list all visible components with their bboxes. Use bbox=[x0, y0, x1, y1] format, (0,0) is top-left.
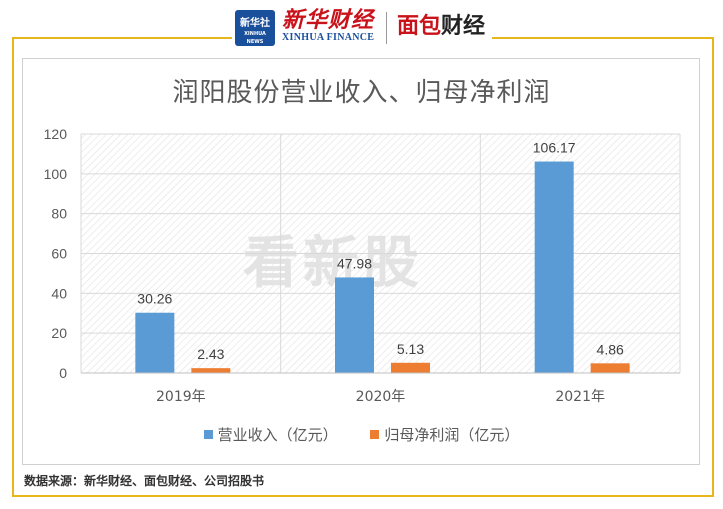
frame-top-right bbox=[492, 37, 714, 39]
y-tick-label-120: 120 bbox=[44, 126, 68, 142]
data-label-series1-1: 5.13 bbox=[397, 341, 424, 357]
logo-divider bbox=[386, 12, 387, 44]
x-category-label-2: 2021年 bbox=[555, 389, 605, 405]
data-label-series1-2: 4.86 bbox=[597, 341, 624, 357]
frame-left bbox=[12, 37, 14, 497]
y-tick-label-40: 40 bbox=[51, 285, 67, 301]
xinhua-finance-logo: 新华财经 XINHUA FINANCE bbox=[282, 8, 382, 48]
data-label-series1-0: 2.43 bbox=[197, 346, 224, 362]
mianbao-logo-part1: 面包 bbox=[397, 14, 442, 39]
bar-series0-1 bbox=[335, 277, 374, 373]
frame-top-left bbox=[12, 37, 232, 39]
data-label-series0-2: 106.17 bbox=[533, 140, 576, 156]
xinhuashe-logo-en: XINHUA NEWS bbox=[244, 31, 266, 45]
xinhuashe-logo-text: 新华社 bbox=[240, 18, 270, 29]
mianbao-caijing-logo: 面包财经 bbox=[394, 14, 488, 40]
data-label-series0-0: 30.26 bbox=[137, 291, 172, 307]
xinhua-finance-logo-en: XINHUA FINANCE bbox=[282, 32, 375, 43]
y-tick-label-0: 0 bbox=[59, 365, 67, 381]
data-label-series0-1: 47.98 bbox=[337, 255, 372, 271]
legend-swatch-revenue bbox=[203, 430, 213, 439]
y-tick-label-80: 80 bbox=[51, 206, 67, 222]
frame-bottom bbox=[12, 495, 714, 497]
xinhuashe-logo: 新华社 XINHUA NEWS bbox=[235, 10, 275, 46]
legend-item-revenue: 营业收入（亿元） bbox=[203, 424, 338, 445]
bar-series1-1 bbox=[391, 362, 430, 373]
legend: 营业收入（亿元） 归母净利润（亿元） bbox=[0, 424, 723, 445]
x-category-label-0: 2019年 bbox=[156, 389, 206, 405]
x-category-label-1: 2020年 bbox=[356, 389, 406, 405]
y-tick-label-60: 60 bbox=[51, 246, 67, 262]
legend-item-net-profit: 归母净利润（亿元） bbox=[370, 424, 519, 445]
source-note: 数据来源：新华财经、面包财经、公司招股书 bbox=[24, 474, 265, 488]
y-tick-label-100: 100 bbox=[44, 166, 68, 182]
bar-series1-2 bbox=[590, 363, 630, 373]
bar-series0-0 bbox=[135, 312, 175, 373]
xinhua-finance-logo-cn: 新华财经 bbox=[282, 7, 375, 33]
frame-right bbox=[712, 37, 714, 497]
bar-series0-2 bbox=[534, 161, 574, 373]
legend-label-revenue: 营业收入（亿元） bbox=[217, 426, 338, 444]
chart-title: 润阳股份营业收入、归母净利润 bbox=[172, 78, 551, 108]
bar-series1-0 bbox=[191, 368, 231, 373]
legend-label-net-profit: 归母净利润（亿元） bbox=[384, 426, 520, 444]
legend-swatch-net-profit bbox=[370, 430, 380, 439]
watermark-text: 看新股 bbox=[243, 231, 423, 296]
mianbao-logo-part2: 财经 bbox=[441, 14, 486, 39]
y-tick-label-20: 20 bbox=[51, 325, 67, 341]
